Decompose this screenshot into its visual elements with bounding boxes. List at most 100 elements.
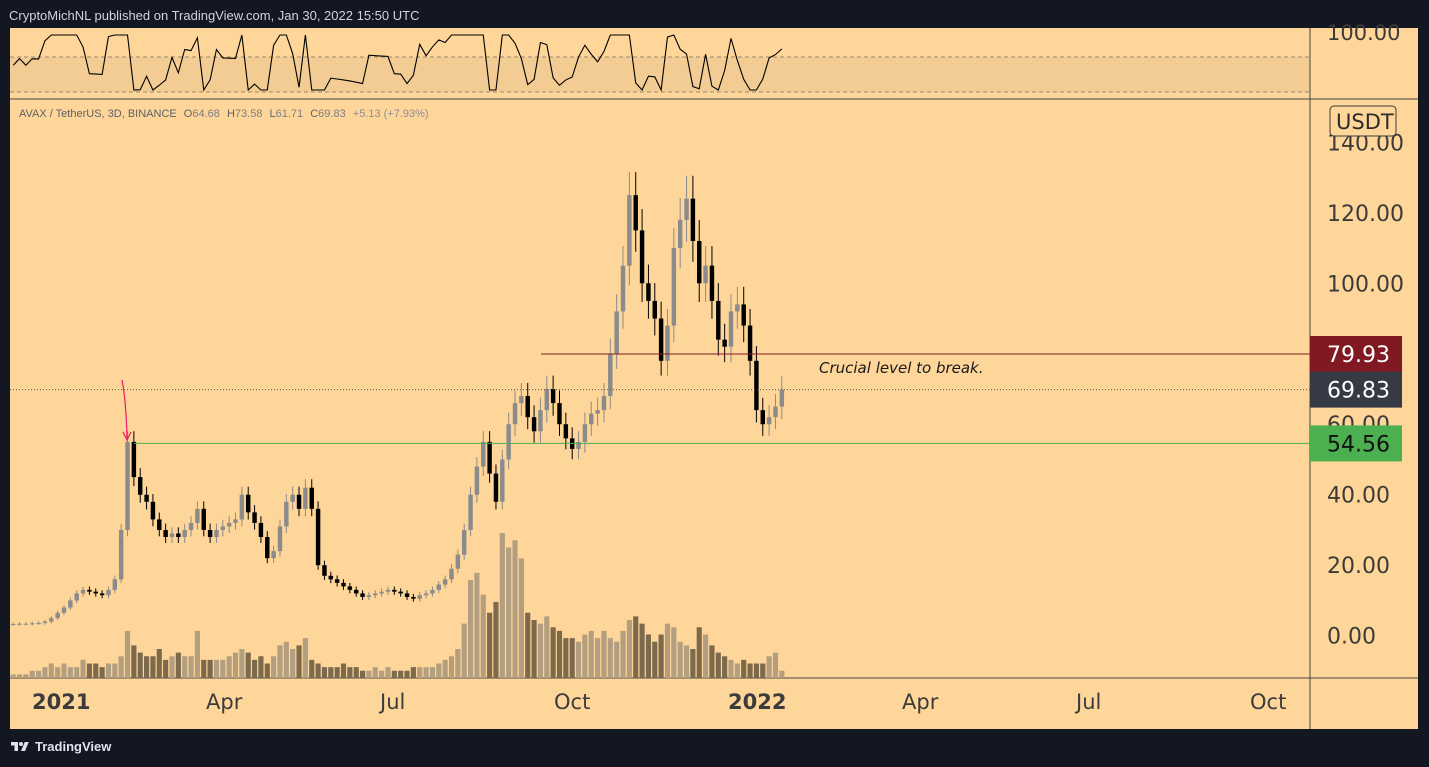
volume-bar: [36, 670, 42, 678]
candle-body: [677, 219, 683, 249]
candle-body: [690, 198, 696, 241]
volume-bar: [29, 670, 35, 678]
volume-bar: [518, 558, 524, 678]
legend-low-value: 61.71: [275, 108, 304, 120]
volume-bar: [245, 652, 251, 678]
candle-body: [322, 565, 327, 576]
volume-bar: [766, 656, 772, 678]
time-tick-label: Jul: [378, 690, 405, 714]
candle-body: [207, 529, 213, 538]
candle-body: [226, 522, 232, 527]
volume-bar: [734, 663, 740, 678]
volume-bar: [563, 638, 569, 678]
candle-body: [436, 584, 442, 590]
volume-bar: [448, 656, 455, 678]
volume-bar: [385, 667, 391, 678]
volume-bar: [556, 630, 563, 678]
unit-label[interactable]: USDT: [1336, 110, 1394, 134]
candle-body: [36, 623, 41, 625]
candle-body: [284, 501, 289, 527]
volume-bar: [112, 663, 118, 678]
candle-body: [474, 466, 480, 495]
volume-bar: [144, 656, 150, 678]
volume-bar: [372, 667, 378, 678]
volume-bar: [709, 645, 715, 678]
volume-bar: [182, 656, 188, 678]
candle-body: [277, 526, 283, 552]
resistance-price-text: 79.93: [1327, 343, 1390, 368]
candle-body: [716, 300, 721, 340]
rsi-band: [10, 57, 1310, 92]
legend-open-value: 64.68: [192, 108, 220, 120]
candle-body: [665, 325, 670, 361]
volume-bar: [747, 663, 753, 678]
rsi-line: [12, 34, 783, 92]
candle-body: [163, 529, 168, 538]
candle-body: [176, 533, 181, 538]
volume-bar: [429, 667, 436, 678]
support-price-text: 54.56: [1327, 432, 1390, 457]
candle-body: [779, 389, 785, 407]
volume-bar: [201, 659, 207, 678]
legend-change: +5.13 (+7.93%): [352, 108, 429, 120]
volume-bar: [442, 659, 448, 678]
volume-bar: [779, 670, 785, 678]
volume-bar: [213, 659, 220, 678]
candle-body: [271, 551, 276, 559]
volume-bar: [696, 627, 702, 678]
volume-bar: [296, 645, 302, 678]
candle-body: [589, 413, 594, 425]
candle-body: [360, 593, 365, 597]
volume-bar: [487, 612, 493, 678]
candle-body: [392, 589, 397, 592]
legend-low-label: L: [269, 108, 276, 120]
candle-body: [481, 441, 486, 467]
annotation-text[interactable]: Crucial level to break.: [819, 359, 984, 377]
publisher-bar: CryptoMichNL published on TradingView.co…: [0, 0, 1429, 30]
candle-body: [347, 586, 353, 590]
candle-body: [49, 618, 54, 622]
volume-bar: [550, 627, 556, 678]
candle-body: [125, 441, 130, 530]
candle-body: [449, 568, 454, 580]
volume-bar: [582, 634, 588, 678]
time-tick-label: 2021: [32, 690, 90, 714]
volume-bar: [239, 649, 245, 678]
candle-body: [506, 424, 511, 460]
resistance-price-label[interactable]: 79.93: [1310, 336, 1402, 373]
volume-bar: [614, 641, 620, 678]
volume-bar: [194, 630, 200, 678]
tradingview-logo[interactable]: TradingView: [10, 739, 111, 754]
candle-body: [80, 589, 86, 594]
footer-bar: [0, 729, 1429, 767]
candle-body: [519, 396, 524, 404]
volume-bar: [226, 656, 232, 678]
candle-body: [379, 591, 384, 594]
candle-body: [55, 612, 60, 619]
candle-body: [182, 529, 187, 538]
volume-bar: [99, 667, 105, 678]
candle-body: [487, 441, 492, 474]
volume-bar: [461, 623, 467, 678]
volume-bar: [658, 634, 664, 678]
candle-body: [74, 593, 79, 601]
candle-body: [201, 508, 206, 530]
candle-body: [265, 537, 270, 559]
symbol-legend[interactable]: AVAX / TetherUS, 3D, BINANCE O64.68 H73.…: [19, 108, 429, 120]
time-axis-ticks: 2021 Apr Jul Oct 2022 Apr Jul Oct: [32, 690, 1286, 714]
candle-body: [157, 519, 162, 530]
candle-body: [747, 325, 753, 361]
volume-bar: [42, 667, 48, 678]
volume-bar: [391, 670, 397, 678]
support-price-label[interactable]: 54.56: [1310, 425, 1402, 462]
volume-bar: [575, 641, 582, 678]
volume-bar: [588, 630, 594, 678]
candle-body: [42, 621, 48, 624]
volume-bar: [772, 652, 779, 678]
candle-body: [214, 529, 219, 538]
arrow-icon[interactable]: [121, 379, 128, 439]
volume-bar: [410, 667, 416, 678]
unit-badge[interactable]: [1329, 105, 1397, 137]
last-price-label[interactable]: 69.83: [1310, 371, 1402, 408]
